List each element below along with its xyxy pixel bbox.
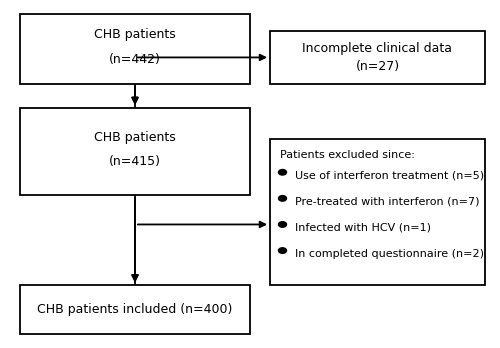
Bar — [270, 31, 485, 84]
Bar — [20, 285, 250, 334]
Circle shape — [278, 222, 286, 227]
Text: (n=442): (n=442) — [109, 53, 161, 66]
Text: Incomplete clinical data: Incomplete clinical data — [302, 42, 452, 55]
Text: In completed questionnaire (n=2): In completed questionnaire (n=2) — [295, 249, 484, 259]
Text: CHB patients: CHB patients — [94, 28, 176, 41]
Text: (n=27): (n=27) — [356, 60, 400, 73]
Text: Infected with HCV (n=1): Infected with HCV (n=1) — [295, 223, 431, 233]
Bar — [20, 14, 250, 84]
Circle shape — [278, 248, 286, 253]
Bar — [20, 108, 250, 195]
Text: CHB patients included (n=400): CHB patients included (n=400) — [38, 303, 232, 316]
Text: Use of interferon treatment (n=5): Use of interferon treatment (n=5) — [295, 171, 484, 181]
Bar — [270, 139, 485, 285]
Text: (n=415): (n=415) — [109, 155, 161, 168]
Text: Patients excluded since:: Patients excluded since: — [280, 150, 415, 160]
Circle shape — [278, 169, 286, 175]
Circle shape — [278, 196, 286, 201]
Text: CHB patients: CHB patients — [94, 131, 176, 144]
Text: Pre-treated with interferon (n=7): Pre-treated with interferon (n=7) — [295, 197, 480, 207]
